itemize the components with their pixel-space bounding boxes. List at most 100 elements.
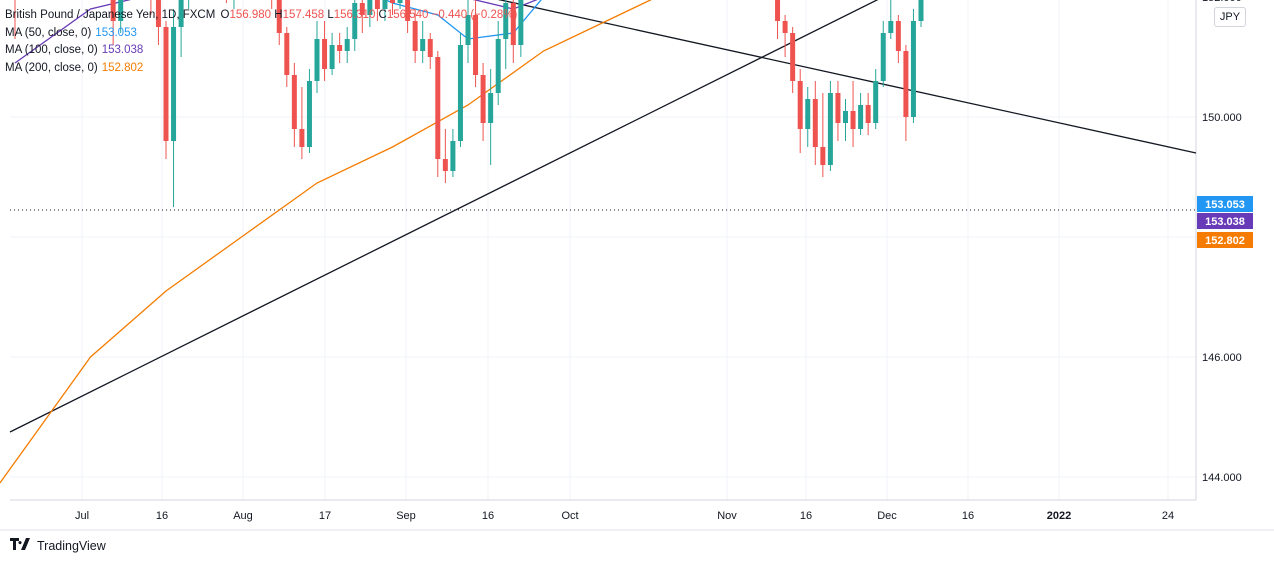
candle (276, 0, 282, 45)
ma100-value: 153.038 (101, 44, 144, 56)
low-value: 156.310 (333, 9, 376, 21)
candle (390, 0, 395, 15)
candle (865, 93, 871, 135)
x-tick-label: 16 (156, 510, 168, 522)
candle (14, 0, 16, 39)
candle (465, 0, 471, 63)
low-label: L (327, 9, 334, 21)
candle (155, 0, 161, 45)
candle (171, 9, 177, 207)
candle (306, 69, 312, 153)
ma200-price-label-bg (1197, 232, 1253, 248)
ma50-value: 153.053 (95, 26, 137, 39)
open-label: O (220, 9, 230, 21)
ma50-label: MA (50, close, 0) (5, 26, 92, 39)
candle (352, 0, 358, 51)
ascending-trendline (9, 0, 879, 433)
candle (405, 0, 411, 33)
legend-ma200-row[interactable]: MA (200, close, 0) 152.802 (5, 60, 517, 78)
candle (367, 0, 373, 27)
candle (412, 9, 418, 63)
candle (450, 129, 456, 177)
candle (895, 15, 901, 63)
ma200-line (0, 0, 652, 484)
x-tick-label: Nov (717, 510, 737, 522)
candle (374, 0, 380, 21)
candle (918, 0, 924, 27)
change-value: −0.440 (−0.28%) (431, 9, 518, 21)
candle (150, 0, 152, 15)
candle (880, 21, 886, 87)
candlesticks (14, 0, 924, 207)
candle (480, 63, 486, 141)
candle (812, 81, 818, 165)
candle (805, 87, 811, 147)
candle (178, 0, 184, 57)
chart-grid (10, 0, 1196, 500)
candle (163, 21, 169, 159)
candle (835, 81, 841, 141)
open-value: 156.980 (229, 9, 272, 21)
high-value: 157.458 (282, 9, 325, 21)
candle (873, 69, 879, 129)
tradingview-brand: TradingView (37, 538, 106, 553)
candle (118, 0, 124, 33)
y-tick-label: 150.000 (1202, 112, 1242, 124)
tradingview-footer[interactable]: TradingView (10, 538, 106, 553)
candle (903, 45, 909, 141)
candle (518, 0, 524, 57)
candle (797, 69, 803, 153)
candle (457, 33, 463, 147)
candle (337, 33, 343, 63)
candle (322, 21, 328, 81)
candle (284, 27, 290, 87)
x-tick-label: 24 (1162, 510, 1174, 522)
x-tick-label: Jul (75, 510, 89, 522)
candle (910, 9, 916, 123)
candle (291, 63, 297, 147)
candle (495, 21, 501, 105)
high-label: H (274, 9, 283, 21)
x-tick-label: 17 (319, 510, 331, 522)
price-labels: 158.219156.54003:07:14153.053153.038152.… (1197, 196, 1253, 248)
x-tick-label: 16 (962, 510, 974, 522)
ma200-label: MA (200, close, 0) (5, 61, 98, 74)
y-tick-label: 152.000 (1202, 0, 1242, 4)
legend-ma100-row[interactable]: MA (100, close, 0) 153.038 (5, 42, 517, 60)
x-tick-label: 16 (482, 510, 494, 522)
x-tick-label: Dec (877, 510, 897, 522)
candle (782, 15, 788, 57)
currency-button[interactable]: JPY (1214, 7, 1246, 27)
candle (225, 0, 227, 3)
chart-axes: 144.000146.000148.000150.000152.000154.0… (0, 0, 1274, 531)
ma50-price-label: 153.053 (1205, 199, 1245, 211)
candle (397, 0, 403, 9)
candle (329, 33, 335, 75)
ma200-price-label: 152.802 (1205, 235, 1245, 247)
y-tick-label: 144.000 (1202, 472, 1242, 484)
close-label: C (378, 9, 387, 21)
symbol-name[interactable]: British Pound / Japanese Yen, 1D, FXCM (5, 9, 216, 21)
legend-ma50-row[interactable]: MA (50, close, 0) 153.053 (5, 25, 517, 43)
x-tick-label: Oct (561, 510, 578, 522)
ma100-price-label: 153.038 (1205, 216, 1245, 228)
candle (420, 21, 426, 63)
candle (888, 0, 894, 39)
candle (299, 87, 305, 159)
candle (850, 81, 856, 147)
chart-legend: British Pound / Japanese Yen, 1D, FXCM O… (5, 7, 517, 77)
candle (359, 0, 365, 33)
x-tick-label: 16 (800, 510, 812, 522)
y-tick-label: 146.000 (1202, 352, 1242, 364)
legend-symbol-row: British Pound / Japanese Yen, 1D, FXCM O… (5, 7, 517, 25)
candle (827, 81, 833, 171)
candle (442, 129, 448, 183)
ma50-price-label-bg (1197, 196, 1253, 212)
candle (110, 0, 116, 45)
moving-averages (0, 0, 652, 484)
candle (775, 0, 781, 39)
close-value: 156.540 (386, 9, 429, 21)
candle (790, 27, 796, 93)
x-tick-label: 2022 (1047, 510, 1071, 522)
